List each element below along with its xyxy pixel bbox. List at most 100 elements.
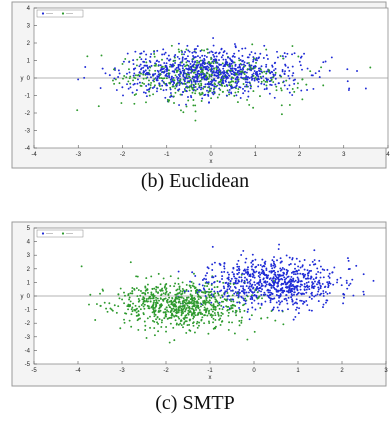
data-point bbox=[175, 69, 178, 72]
data-point bbox=[226, 72, 229, 75]
data-point bbox=[306, 269, 309, 272]
data-point bbox=[159, 88, 162, 91]
data-point bbox=[248, 81, 251, 84]
data-point bbox=[278, 296, 281, 299]
y-tick-label: -2 bbox=[25, 111, 31, 117]
data-point bbox=[223, 265, 226, 268]
data-point bbox=[145, 85, 148, 87]
data-point bbox=[177, 270, 180, 273]
data-point bbox=[221, 90, 224, 93]
data-point bbox=[122, 94, 124, 97]
data-point bbox=[268, 270, 271, 273]
data-point bbox=[252, 90, 255, 93]
data-point bbox=[226, 271, 229, 274]
data-point bbox=[181, 58, 184, 60]
data-point bbox=[238, 72, 241, 75]
data-point bbox=[272, 76, 275, 79]
data-point bbox=[165, 306, 168, 309]
data-point bbox=[212, 321, 215, 324]
data-point bbox=[269, 72, 272, 75]
data-point bbox=[326, 268, 329, 271]
data-point bbox=[323, 269, 326, 271]
data-point bbox=[209, 63, 212, 66]
data-point bbox=[169, 92, 172, 95]
data-point bbox=[273, 96, 276, 99]
data-point bbox=[132, 59, 135, 62]
data-point bbox=[241, 47, 244, 50]
data-point bbox=[198, 60, 201, 63]
data-point bbox=[272, 276, 275, 279]
data-point bbox=[205, 76, 208, 78]
data-point bbox=[228, 62, 231, 65]
data-point bbox=[297, 280, 300, 283]
data-point bbox=[164, 293, 167, 296]
x-tick-label: -1 bbox=[207, 368, 213, 374]
data-point bbox=[286, 269, 289, 272]
data-point bbox=[256, 78, 259, 81]
data-point bbox=[145, 53, 148, 56]
data-point bbox=[182, 312, 185, 314]
data-point bbox=[215, 70, 218, 72]
data-point bbox=[203, 309, 206, 311]
data-point bbox=[247, 266, 249, 269]
data-point bbox=[294, 78, 296, 81]
data-point bbox=[178, 298, 181, 301]
data-point bbox=[281, 291, 284, 294]
data-point bbox=[219, 78, 222, 81]
data-point bbox=[204, 274, 207, 277]
data-point bbox=[266, 280, 269, 283]
data-point bbox=[362, 293, 365, 296]
data-point bbox=[221, 312, 224, 315]
data-point bbox=[179, 72, 182, 74]
data-point bbox=[147, 305, 150, 308]
data-point bbox=[293, 280, 296, 283]
data-point bbox=[158, 82, 161, 85]
legend-box bbox=[36, 9, 84, 18]
data-point bbox=[157, 311, 160, 313]
data-point bbox=[292, 72, 295, 75]
data-point bbox=[279, 261, 282, 264]
data-point bbox=[155, 305, 157, 307]
data-point bbox=[192, 64, 195, 67]
data-point bbox=[245, 81, 247, 84]
data-point bbox=[251, 298, 254, 301]
data-point bbox=[250, 64, 253, 67]
data-point bbox=[186, 64, 189, 67]
data-point bbox=[146, 300, 149, 303]
data-point bbox=[185, 331, 188, 334]
data-point bbox=[263, 272, 266, 275]
data-point bbox=[186, 59, 189, 62]
data-point bbox=[192, 322, 194, 325]
data-point bbox=[287, 280, 290, 283]
data-point bbox=[297, 82, 299, 85]
data-point bbox=[281, 300, 283, 303]
data-point bbox=[233, 273, 235, 276]
data-point bbox=[237, 295, 240, 298]
data-point bbox=[234, 291, 237, 294]
data-point bbox=[170, 309, 173, 312]
data-point bbox=[169, 63, 172, 66]
data-point bbox=[132, 74, 135, 77]
data-point bbox=[220, 83, 223, 86]
data-point bbox=[192, 299, 195, 302]
data-point bbox=[273, 69, 275, 72]
data-point bbox=[287, 289, 290, 292]
data-point bbox=[315, 277, 317, 280]
data-point bbox=[256, 291, 259, 294]
data-point bbox=[185, 299, 188, 302]
data-point bbox=[189, 286, 192, 289]
data-point bbox=[191, 91, 194, 94]
data-point bbox=[283, 72, 286, 75]
data-point bbox=[229, 81, 232, 84]
data-point bbox=[287, 66, 290, 69]
data-point bbox=[194, 86, 197, 88]
data-point bbox=[291, 300, 294, 303]
data-point bbox=[273, 273, 276, 276]
data-point bbox=[143, 307, 146, 310]
data-point bbox=[181, 287, 184, 290]
data-point bbox=[182, 297, 185, 300]
data-point bbox=[235, 94, 238, 97]
data-point bbox=[130, 313, 133, 316]
data-point bbox=[254, 52, 257, 55]
data-point bbox=[253, 66, 256, 69]
